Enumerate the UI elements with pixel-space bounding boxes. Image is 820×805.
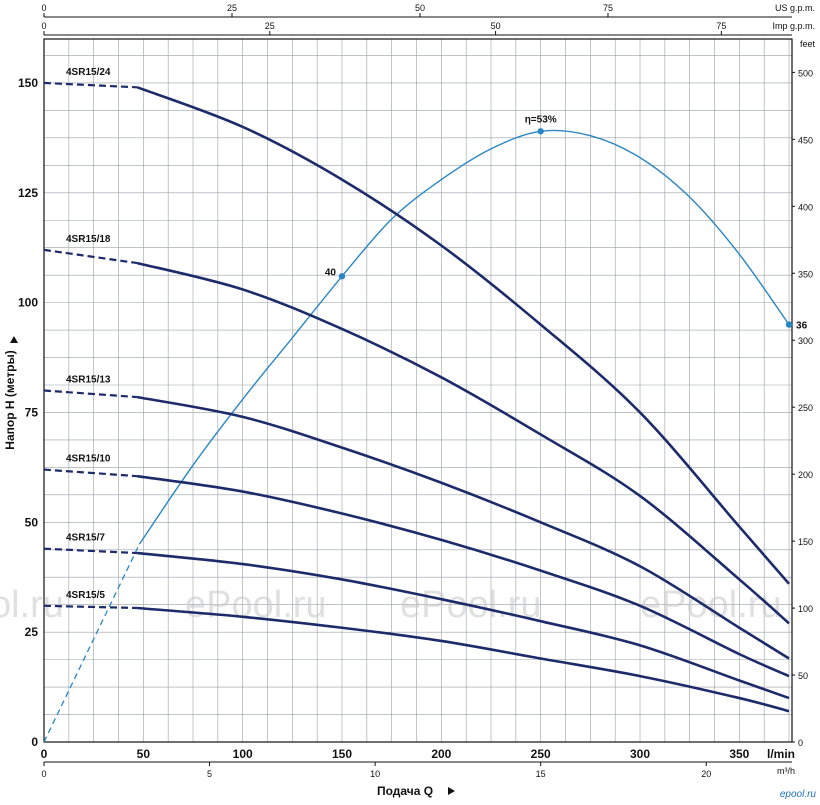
efficiency-point <box>338 273 346 280</box>
x-tick-label-lmin: 150 <box>332 747 352 761</box>
series-label: 4SR15/13 <box>66 375 111 386</box>
y-tick-label-feet: 350 <box>798 269 813 279</box>
series-4SR15/10 <box>43 468 790 678</box>
y-tick-label-metres: 50 <box>25 515 39 529</box>
series-label: 4SR15/5 <box>66 590 105 601</box>
y-tick-label-metres: 125 <box>18 186 38 200</box>
x-unit-lmin: l/min <box>767 747 795 761</box>
y-tick-label-feet: 400 <box>798 202 813 212</box>
y-tick-label-feet: 100 <box>798 604 813 614</box>
y-tick-label-feet: 0 <box>798 738 803 748</box>
series-label: 4SR15/7 <box>66 533 105 544</box>
m3h-tick-label: 10 <box>370 769 380 779</box>
x-axis-arrow-icon <box>448 787 455 795</box>
series-line <box>136 86 791 585</box>
efficiency-point-label: 36 <box>796 321 808 332</box>
series-4SR15/18 <box>43 248 790 625</box>
series-label: 4SR15/24 <box>66 67 111 78</box>
series-label: 4SR15/18 <box>66 234 111 245</box>
x-tick-label-lmin: 200 <box>431 747 451 761</box>
y-axis-title: Напор H (метры) <box>3 350 17 449</box>
m3h-unit: m³/h <box>777 766 795 776</box>
watermark-text: ol.ru <box>0 584 64 626</box>
labels-layer: 4SR15/24 4SR15/18 4SR15/13 4SR15/10 4SR15/7 4… <box>66 67 111 601</box>
series-line <box>137 606 790 713</box>
y-tick-label-metres: 150 <box>18 76 38 90</box>
efficiency-curve-dashed <box>43 543 140 743</box>
series-layer <box>43 81 791 713</box>
us-gpm-tick-label: 75 <box>603 3 613 13</box>
y-tick-label-metres: 25 <box>25 625 39 639</box>
us-gpm-tick-label: 0 <box>41 3 46 13</box>
efficiency-point <box>537 128 544 135</box>
y-tick-label-feet: 250 <box>798 403 813 413</box>
y-axis-arrow-icon <box>10 336 18 343</box>
watermark-text: ePool.ru <box>640 584 782 626</box>
y-tick-label-feet: 150 <box>798 537 813 547</box>
imp-gpm-unit: Imp g.p.m. <box>772 21 815 31</box>
y-tick-label-feet: 50 <box>798 671 808 681</box>
efficiency-layer: 40 η=53% 36 <box>43 114 808 743</box>
y-right-unit: feet <box>800 39 816 49</box>
y-tick-label-feet: 300 <box>798 336 813 346</box>
efficiency-point-label: 40 <box>325 267 337 278</box>
series-line-dashed <box>43 468 138 478</box>
efficiency-curve <box>138 129 790 545</box>
y-tick-label-feet: 500 <box>798 68 813 78</box>
m3h-tick-label: 5 <box>207 769 212 779</box>
x-tick-label-lmin: 250 <box>531 747 551 761</box>
us-gpm-tick-label: 50 <box>415 3 425 13</box>
imp-gpm-tick-label: 25 <box>265 21 275 31</box>
series-line-dashed <box>43 248 138 265</box>
efficiency-point <box>785 321 793 328</box>
watermark-corner: epool.ru <box>780 789 817 800</box>
watermark-text: ePool.ru <box>185 584 327 626</box>
series-label: 4SR15/10 <box>66 454 111 465</box>
series-line <box>137 395 790 660</box>
imp-gpm-tick-label: 75 <box>716 21 726 31</box>
y-tick-label-metres: 0 <box>31 735 38 749</box>
y-tick-label-metres: 75 <box>25 405 39 419</box>
series-4SR15/7 <box>43 547 790 700</box>
series-4SR15/24 <box>43 81 791 585</box>
y-tick-label-feet: 450 <box>798 135 813 145</box>
m3h-tick-label: 15 <box>536 769 546 779</box>
series-line <box>137 551 790 700</box>
series-line-dashed <box>43 81 138 89</box>
series-line-dashed <box>43 547 138 555</box>
x-tick-label-lmin: 350 <box>729 747 749 761</box>
m3h-tick-label: 20 <box>701 769 711 779</box>
x-tick-label-lmin: 100 <box>233 747 253 761</box>
m3h-tick-label: 0 <box>41 769 46 779</box>
imp-gpm-tick-label: 50 <box>491 21 501 31</box>
efficiency-point-label: η=53% <box>525 114 557 125</box>
series-line <box>137 474 790 678</box>
series-line-dashed <box>43 389 138 399</box>
axes: 0 25 50 75 US g.p.m.0 25 50 75 Imp g.p.m.0255075… <box>3 3 815 798</box>
x-axis-title: Подача Q <box>377 784 433 798</box>
grid <box>43 38 793 743</box>
x-tick-label-lmin: 300 <box>630 747 650 761</box>
series-line-dashed <box>43 604 138 610</box>
series-4SR15/5 <box>43 604 790 713</box>
x-tick-label-lmin: 0 <box>41 747 48 761</box>
x-tick-label-lmin: 50 <box>137 747 151 761</box>
y-tick-label-feet: 200 <box>798 470 813 480</box>
series-4SR15/13 <box>43 389 790 660</box>
us-gpm-tick-label: 25 <box>227 3 237 13</box>
us-gpm-unit: US g.p.m. <box>775 3 815 13</box>
imp-gpm-tick-label: 0 <box>41 21 46 31</box>
y-tick-label-metres: 100 <box>18 296 38 310</box>
series-line <box>137 261 790 625</box>
